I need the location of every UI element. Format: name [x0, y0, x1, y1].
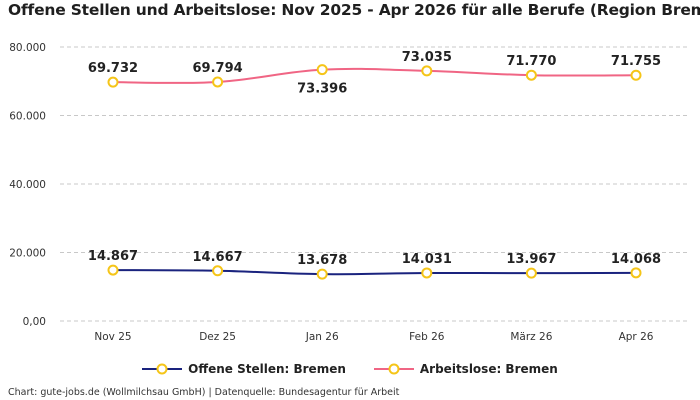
data-label: 69.732	[88, 61, 138, 76]
data-point	[421, 267, 433, 279]
line-chart: 0,00 20.000 40.000 60.000 80.000 Nov 25 Dez 2…	[9, 42, 690, 343]
data-point	[316, 64, 328, 76]
chart-legend: Offene Stellen: Bremen Arbeitslose: Brem…	[0, 362, 700, 376]
x-tick-label: März 26	[510, 331, 552, 343]
data-label: 14.068	[611, 252, 661, 267]
legend-line-marker-icon	[373, 363, 414, 375]
data-point	[421, 65, 433, 77]
x-tick-label: Feb 26	[409, 331, 445, 343]
legend-item-arbeitslose[interactable]: Arbeitslose: Bremen	[373, 362, 558, 376]
legend-label: Arbeitslose: Bremen	[419, 362, 558, 376]
data-point	[525, 267, 537, 279]
y-tick-label: 40.000	[9, 179, 46, 191]
data-point	[630, 267, 642, 279]
x-tick-label: Dez 25	[199, 331, 236, 343]
x-tick-label: Jan 26	[305, 331, 339, 343]
data-point	[630, 69, 642, 81]
data-point	[212, 265, 224, 277]
data-label: 71.755	[611, 54, 661, 69]
legend-item-offene-stellen[interactable]: Offene Stellen: Bremen	[142, 362, 346, 376]
chart-title: Offene Stellen und Arbeitslose: Nov 2025…	[8, 1, 700, 19]
data-point	[316, 268, 328, 280]
y-tick-label: 80.000	[9, 42, 46, 54]
y-tick-label: 20.000	[9, 248, 46, 260]
series-line-1	[112, 67, 637, 85]
x-tick-label: Nov 25	[94, 331, 131, 343]
data-point	[107, 264, 119, 276]
data-label: 14.667	[193, 250, 243, 265]
data-label: 14.031	[402, 252, 452, 267]
chart-source: Chart: gute-jobs.de (Wollmilchsau GmbH) …	[8, 387, 400, 398]
data-label: 73.396	[297, 82, 347, 97]
data-label: 13.967	[506, 252, 556, 267]
data-label: 14.867	[88, 249, 138, 264]
y-tick-label: 0,00	[23, 316, 46, 328]
data-label: 71.770	[506, 54, 556, 69]
x-tick-label: Apr 26	[619, 331, 654, 343]
legend-line-marker-icon	[142, 363, 183, 375]
data-label: 73.035	[402, 50, 452, 65]
data-point	[525, 69, 537, 81]
data-point	[107, 76, 119, 88]
y-tick-label: 60.000	[9, 111, 46, 123]
data-point	[212, 76, 224, 88]
series-line-0	[112, 269, 637, 276]
data-label: 69.794	[193, 61, 243, 76]
data-label: 13.678	[297, 253, 347, 268]
legend-label: Offene Stellen: Bremen	[188, 362, 346, 376]
